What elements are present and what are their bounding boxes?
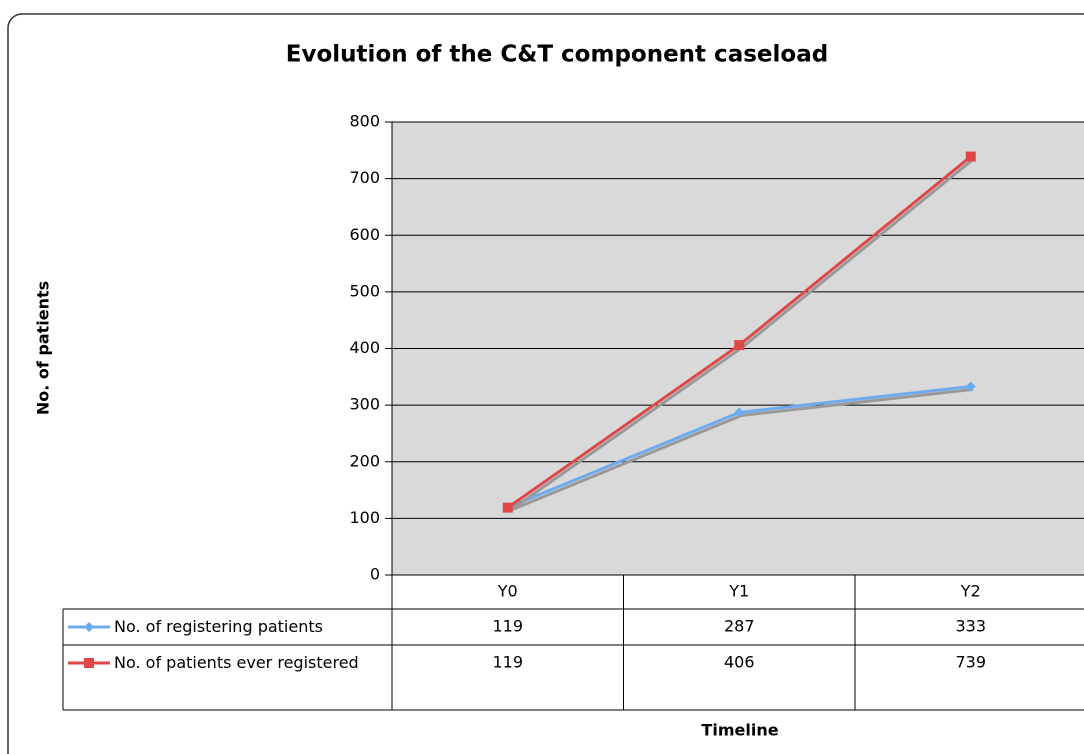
- table-value: 406: [724, 653, 755, 672]
- point: [734, 407, 745, 418]
- y-tick-label: 600: [349, 225, 380, 244]
- point: [84, 622, 94, 632]
- table-value: 739: [955, 653, 986, 672]
- point: [965, 381, 976, 392]
- y-tick-label: 0: [370, 565, 380, 584]
- y-tick-label: 800: [349, 112, 380, 131]
- y-tick-label: 300: [349, 395, 380, 414]
- x-tick-label: Y2: [960, 582, 981, 601]
- point: [84, 658, 94, 668]
- y-axis-title: No. of patients: [34, 281, 53, 415]
- y-tick-label: 700: [349, 168, 380, 187]
- table-value: 119: [492, 617, 523, 636]
- x-tick-label: Y0: [497, 582, 518, 601]
- point: [965, 151, 976, 162]
- table-value: 287: [724, 617, 755, 636]
- y-tick-label: 400: [349, 338, 380, 357]
- legend-label: No. of registering patients: [114, 617, 323, 636]
- y-tick-label: 500: [349, 281, 380, 300]
- point: [502, 502, 513, 513]
- table-value: 333: [955, 617, 986, 636]
- point: [734, 340, 745, 351]
- y-tick-label: 200: [349, 451, 380, 470]
- legend-label: No. of patients ever registered: [114, 653, 359, 672]
- x-tick-label: Y1: [728, 582, 749, 601]
- y-tick-label: 100: [349, 508, 380, 527]
- chart-title: Evolution of the C&T component caseload: [286, 42, 828, 68]
- x-axis-title: Timeline: [701, 721, 778, 740]
- table-value: 119: [492, 653, 523, 672]
